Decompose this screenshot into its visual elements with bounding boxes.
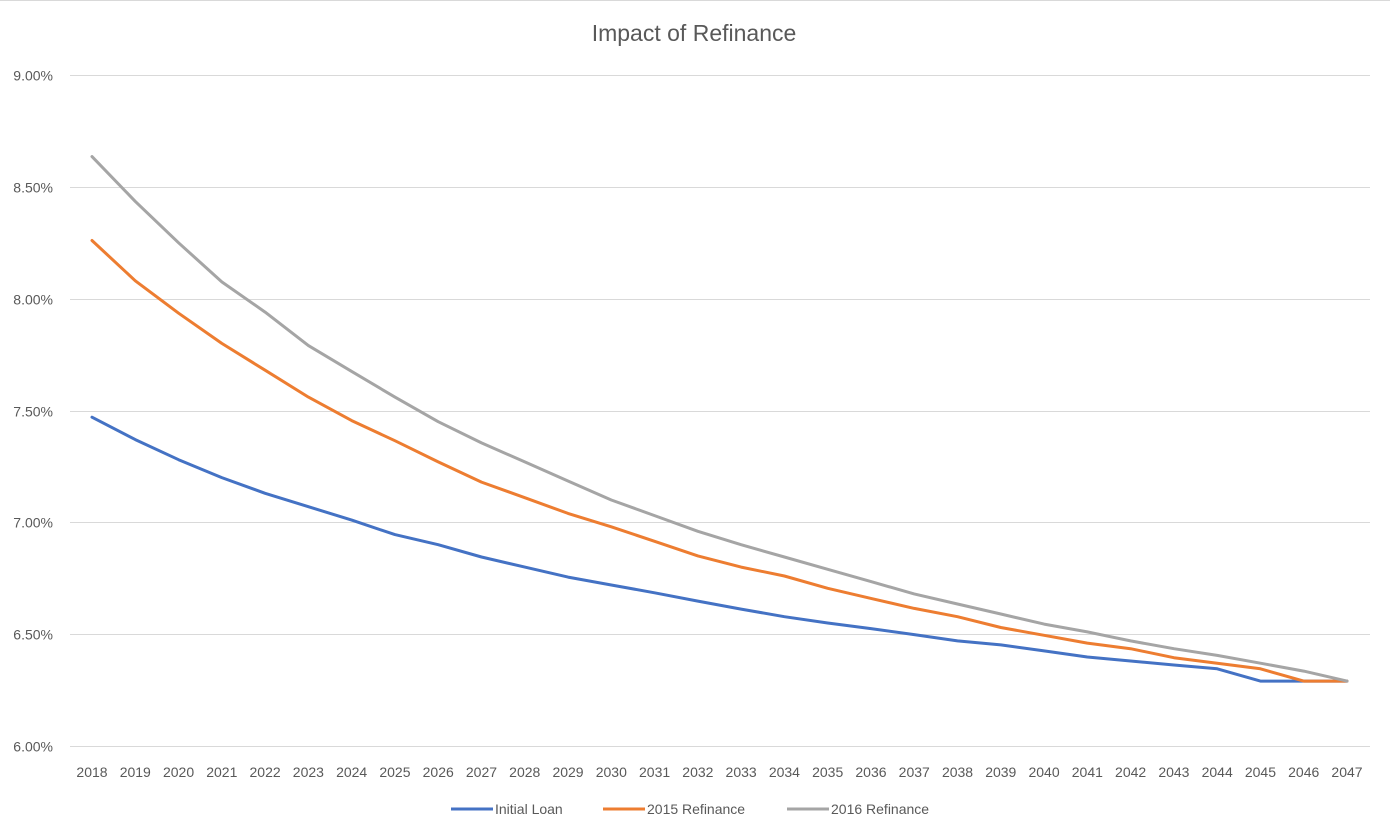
x-tick-label: 2034 (769, 764, 800, 780)
x-tick-label: 2039 (985, 764, 1016, 780)
legend-item: 2016 Refinance (787, 801, 929, 817)
x-tick-label: 2042 (1115, 764, 1146, 780)
chart-title: Impact of Refinance (592, 20, 797, 46)
x-tick-label: 2018 (76, 764, 107, 780)
series-line-2 (90, 155, 1349, 683)
x-tick-label: 2043 (1158, 764, 1189, 780)
x-tick-label: 2025 (379, 764, 410, 780)
legend: Initial Loan 2015 Refinance 2016 Refinance (451, 801, 929, 817)
y-tick-label: 8.00% (13, 292, 53, 308)
series-lines (90, 155, 1349, 683)
y-tick-label: 7.50% (13, 404, 53, 420)
x-tick-label: 2040 (1028, 764, 1059, 780)
x-tick-label: 2020 (163, 764, 194, 780)
legend-item: 2015 Refinance (603, 801, 745, 817)
x-tick-label: 2035 (812, 764, 843, 780)
y-tick-label: 9.00% (13, 68, 53, 84)
x-tick-label: 2021 (206, 764, 237, 780)
gridlines (70, 75, 1370, 747)
x-tick-label: 2028 (509, 764, 540, 780)
x-tick-label: 2046 (1288, 764, 1319, 780)
legend-label: 2016 Refinance (831, 801, 929, 817)
x-tick-label: 2027 (466, 764, 497, 780)
y-axis-ticks: 6.00% 6.50% 7.00% 7.50% 8.00% 8.50% 9.00% (13, 68, 53, 755)
x-tick-label: 2023 (293, 764, 324, 780)
x-tick-label: 2045 (1245, 764, 1276, 780)
x-tick-label: 2044 (1202, 764, 1233, 780)
y-tick-label: 6.00% (13, 739, 53, 755)
x-axis-ticks: 2018 2019 2020 2021 2022 2023 2024 2025 2026 2027… (76, 764, 1362, 780)
y-tick-label: 7.00% (13, 515, 53, 531)
x-tick-label: 2047 (1331, 764, 1362, 780)
x-tick-label: 2029 (552, 764, 583, 780)
x-tick-label: 2019 (120, 764, 151, 780)
x-tick-label: 2041 (1072, 764, 1103, 780)
series-line-0 (90, 415, 1349, 683)
x-tick-label: 2036 (855, 764, 886, 780)
legend-label: Initial Loan (495, 801, 563, 817)
x-tick-label: 2030 (596, 764, 627, 780)
x-tick-label: 2031 (639, 764, 670, 780)
x-tick-label: 2022 (250, 764, 281, 780)
y-tick-label: 8.50% (13, 180, 53, 196)
x-tick-label: 2032 (682, 764, 713, 780)
series-line-1 (90, 239, 1349, 683)
legend-label: 2015 Refinance (647, 801, 745, 817)
x-tick-label: 2024 (336, 764, 367, 780)
y-tick-label: 6.50% (13, 627, 53, 643)
x-tick-label: 2026 (423, 764, 454, 780)
x-tick-label: 2038 (942, 764, 973, 780)
x-tick-label: 2037 (899, 764, 930, 780)
legend-item: Initial Loan (451, 801, 563, 817)
x-tick-label: 2033 (726, 764, 757, 780)
